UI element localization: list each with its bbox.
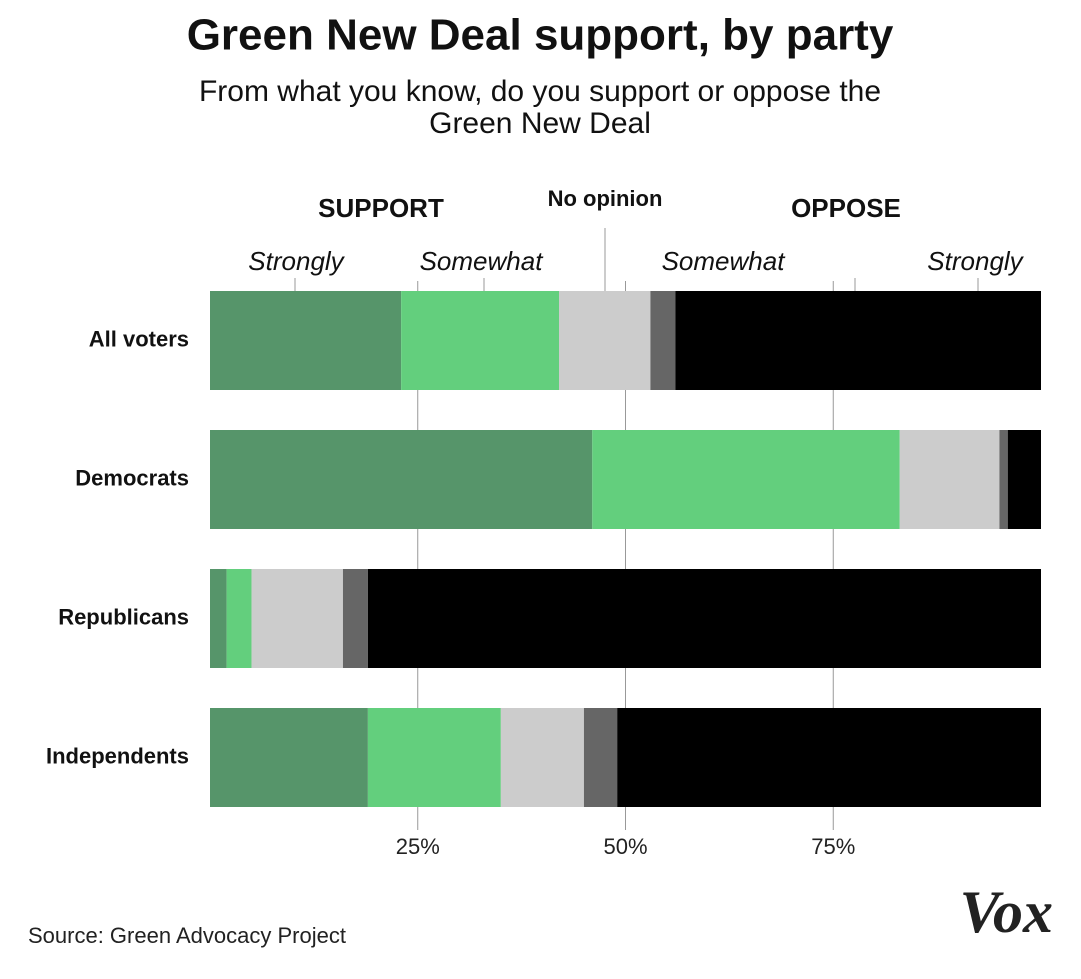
bar-segment bbox=[592, 430, 900, 529]
bar-segment bbox=[251, 569, 343, 668]
bar-segment bbox=[210, 430, 593, 529]
chart-subtitle: From what you know, do you support or op… bbox=[198, 75, 882, 140]
group-label: SUPPORT bbox=[318, 193, 444, 223]
bar-segment bbox=[500, 708, 584, 807]
bar-segment bbox=[401, 291, 560, 390]
y-tick-label: Democrats bbox=[75, 465, 189, 490]
bar-segment bbox=[559, 291, 651, 390]
chart-title: Green New Deal support, by party bbox=[187, 11, 894, 60]
bar-segment bbox=[210, 291, 402, 390]
bar-segment bbox=[583, 708, 618, 807]
bar-segment bbox=[367, 708, 501, 807]
bar-segment bbox=[675, 291, 1041, 390]
bar-segment bbox=[226, 569, 252, 668]
logo: Vox bbox=[960, 879, 1053, 945]
bar-segment bbox=[210, 569, 227, 668]
bar-segment bbox=[650, 291, 676, 390]
source: Source: Green Advocacy Project bbox=[28, 923, 346, 948]
legend-label: Strongly bbox=[248, 246, 345, 276]
x-tick-label: 75% bbox=[811, 834, 855, 859]
bar-segment bbox=[342, 569, 368, 668]
x-tick-label: 25% bbox=[396, 834, 440, 859]
y-tick-label: Independents bbox=[46, 743, 189, 768]
bar-segment bbox=[367, 569, 1041, 668]
legend-label: Somewhat bbox=[420, 246, 545, 276]
group-label: OPPOSE bbox=[791, 193, 901, 223]
y-tick-label: Republicans bbox=[58, 604, 189, 629]
y-tick-label: All voters bbox=[89, 326, 189, 351]
bar-segment bbox=[617, 708, 1041, 807]
legend-label: Strongly bbox=[927, 246, 1024, 276]
x-tick-label: 50% bbox=[603, 834, 647, 859]
bar-segment bbox=[999, 430, 1008, 529]
bar-segment bbox=[899, 430, 1000, 529]
bar-segment bbox=[210, 708, 368, 807]
legend-label: Somewhat bbox=[662, 246, 787, 276]
bar-segment bbox=[1007, 430, 1041, 529]
legend-label: No opinion bbox=[548, 186, 663, 211]
